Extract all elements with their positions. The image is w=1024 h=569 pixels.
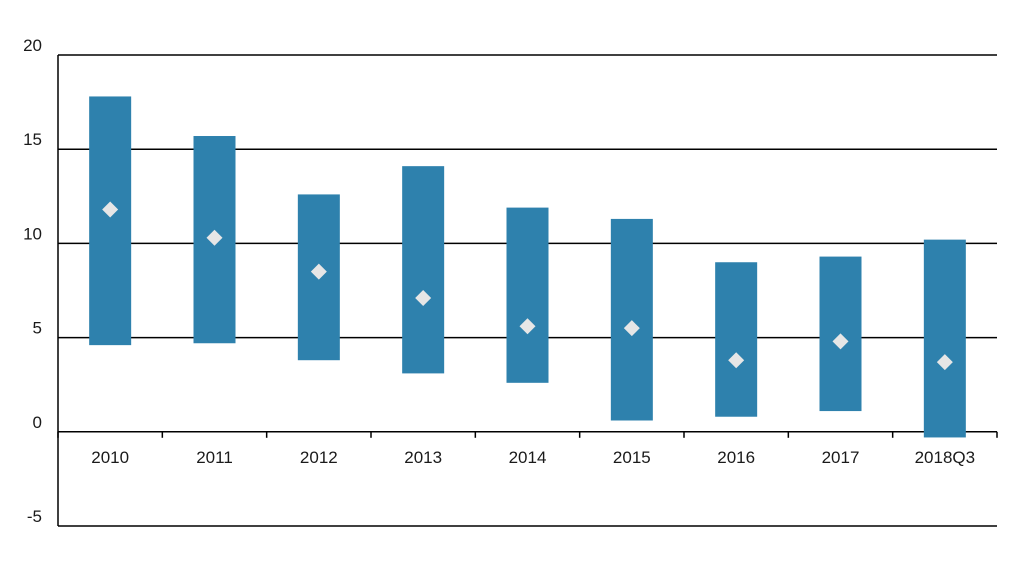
range-bar <box>923 239 966 438</box>
x-tick-label: 2014 <box>509 448 547 467</box>
range-bar <box>715 262 758 417</box>
x-tick-label: 2017 <box>822 448 860 467</box>
point-marker <box>623 320 640 337</box>
point-marker <box>206 229 223 246</box>
point-marker <box>415 290 432 307</box>
range-bar <box>610 218 653 421</box>
point-marker <box>310 263 327 280</box>
point-markers <box>102 201 953 371</box>
range-bar <box>402 166 445 374</box>
x-axis <box>57 431 998 438</box>
x-tick-label: 2011 <box>196 448 233 467</box>
point-marker <box>936 354 953 371</box>
y-tick-label: 20 <box>23 36 42 55</box>
x-tick-label: 2015 <box>613 448 651 467</box>
x-tick-label: 2013 <box>404 448 442 467</box>
y-tick-label: 5 <box>33 319 42 338</box>
x-tick-label: 2012 <box>300 448 338 467</box>
point-marker <box>102 201 119 218</box>
y-axis-tick-labels: 20 15 10 5 0 -5 <box>23 36 42 526</box>
x-tick-label: 2010 <box>91 448 129 467</box>
x-axis-tick-labels: 2010 2011 2012 2013 2014 2015 2016 2017 2018Q3 <box>91 448 975 467</box>
range-bar <box>89 96 132 346</box>
point-marker <box>728 352 745 369</box>
y-tick-label: -5 <box>27 507 42 526</box>
x-tick-label: 2018Q3 <box>915 448 976 467</box>
range-bars <box>89 96 966 438</box>
x-tick-label: 2016 <box>717 448 755 467</box>
range-bar <box>506 207 549 383</box>
y-tick-label: 0 <box>33 413 42 432</box>
y-tick-label: 15 <box>23 130 42 149</box>
point-marker <box>519 318 536 335</box>
point-marker <box>832 333 849 350</box>
y-tick-label: 10 <box>23 224 42 243</box>
